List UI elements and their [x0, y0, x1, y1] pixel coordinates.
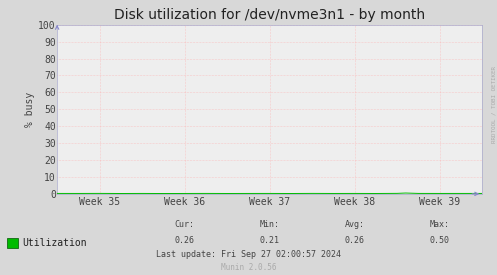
- Text: RRDTOOL / TOBI OETIKER: RRDTOOL / TOBI OETIKER: [491, 66, 496, 143]
- Text: Max:: Max:: [429, 220, 450, 229]
- Text: Avg:: Avg:: [344, 220, 365, 229]
- Text: Utilization: Utilization: [22, 238, 87, 248]
- Text: Last update: Fri Sep 27 02:00:57 2024: Last update: Fri Sep 27 02:00:57 2024: [156, 250, 341, 259]
- Text: Munin 2.0.56: Munin 2.0.56: [221, 263, 276, 272]
- Text: 0.26: 0.26: [174, 236, 195, 245]
- Text: 0.50: 0.50: [429, 236, 450, 245]
- Text: Min:: Min:: [259, 220, 280, 229]
- Title: Disk utilization for /dev/nvme3n1 - by month: Disk utilization for /dev/nvme3n1 - by m…: [114, 8, 425, 22]
- Text: 0.21: 0.21: [259, 236, 280, 245]
- Y-axis label: % busy: % busy: [25, 92, 35, 127]
- Text: 0.26: 0.26: [344, 236, 365, 245]
- Text: Cur:: Cur:: [174, 220, 195, 229]
